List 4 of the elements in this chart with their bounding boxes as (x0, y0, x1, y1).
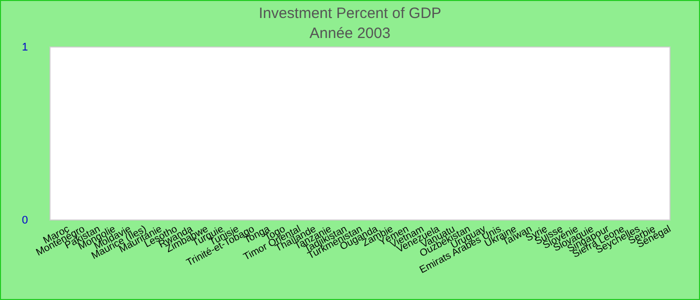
chart-subtitle: Année 2003 (310, 25, 390, 42)
y-tick-label: 1 (22, 42, 28, 54)
chart-title: Investment Percent of GDP (258, 5, 442, 22)
y-tick-label: 0 (22, 214, 28, 227)
